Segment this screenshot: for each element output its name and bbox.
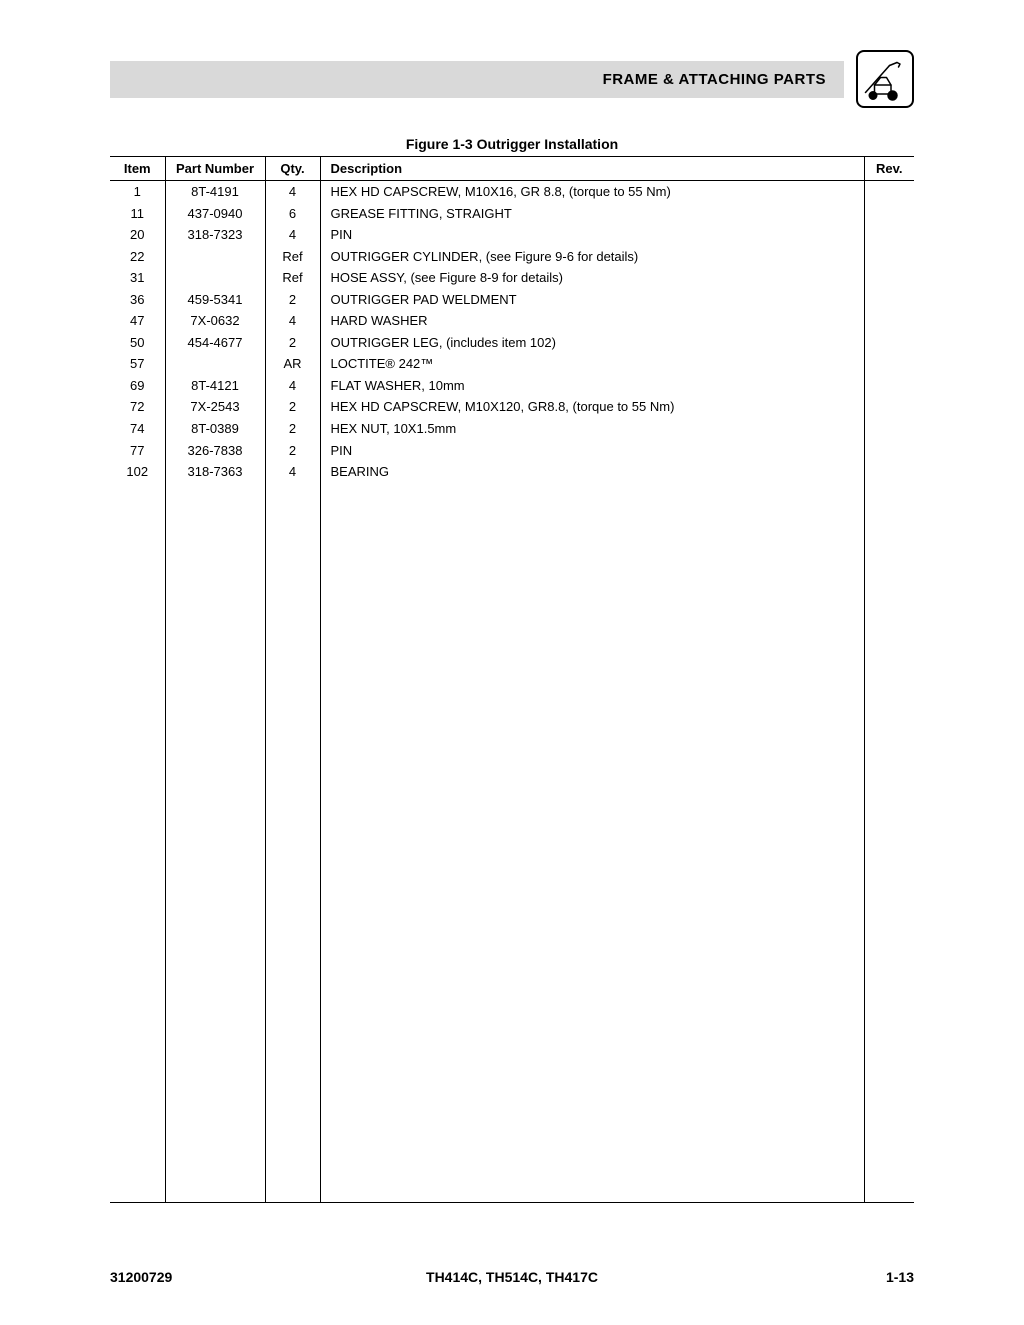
cell-part	[165, 246, 265, 268]
cell-part: 8T-0389	[165, 418, 265, 440]
cell-qty: Ref	[265, 246, 320, 268]
cell-desc: HOSE ASSY, (see Figure 8-9 for details)	[320, 267, 864, 289]
cell-part: 8T-4121	[165, 375, 265, 397]
cell-qty: 4	[265, 461, 320, 483]
cell-qty: 2	[265, 418, 320, 440]
cell-desc: HARD WASHER	[320, 310, 864, 332]
cell-part: 8T-4191	[165, 181, 265, 203]
cell-desc: PIN	[320, 440, 864, 462]
cell-part: 7X-2543	[165, 396, 265, 418]
cell-part: 318-7323	[165, 224, 265, 246]
cell-part	[165, 353, 265, 375]
col-header-rev: Rev.	[864, 157, 914, 181]
cell-part: 318-7363	[165, 461, 265, 483]
cell-rev	[864, 310, 914, 332]
cell-rev	[864, 375, 914, 397]
cell-item: 22	[110, 246, 165, 268]
section-title: FRAME & ATTACHING PARTS	[110, 61, 844, 98]
cell-qty: 4	[265, 375, 320, 397]
cell-item: 36	[110, 289, 165, 311]
page-footer: 31200729 TH414C, TH514C, TH417C 1-13	[110, 1269, 914, 1285]
cell-desc: LOCTITE® 242™	[320, 353, 864, 375]
cell-item: 31	[110, 267, 165, 289]
cell-item: 20	[110, 224, 165, 246]
table-filler-row	[110, 483, 914, 1203]
cell-desc: HEX HD CAPSCREW, M10X120, GR8.8, (torque…	[320, 396, 864, 418]
cell-part: 459-5341	[165, 289, 265, 311]
cell-desc: OUTRIGGER PAD WELDMENT	[320, 289, 864, 311]
cell-rev	[864, 332, 914, 354]
cell-desc: HEX NUT, 10X1.5mm	[320, 418, 864, 440]
cell-item: 50	[110, 332, 165, 354]
table-row: 698T-41214FLAT WASHER, 10mm	[110, 375, 914, 397]
table-row: 77326-78382PIN	[110, 440, 914, 462]
cell-item: 1	[110, 181, 165, 203]
table-row: 748T-03892HEX NUT, 10X1.5mm	[110, 418, 914, 440]
table-row: 20318-73234PIN	[110, 224, 914, 246]
cell-qty: 4	[265, 310, 320, 332]
cell-item: 69	[110, 375, 165, 397]
table-header-row: Item Part Number Qty. Description Rev.	[110, 157, 914, 181]
table-row: 102318-73634BEARING	[110, 461, 914, 483]
cell-item: 11	[110, 203, 165, 225]
cell-item: 72	[110, 396, 165, 418]
cell-rev	[864, 418, 914, 440]
cell-rev	[864, 181, 914, 203]
telehandler-icon	[856, 50, 914, 108]
cell-desc: OUTRIGGER CYLINDER, (see Figure 9-6 for …	[320, 246, 864, 268]
table-row: 57 ARLOCTITE® 242™	[110, 353, 914, 375]
parts-table: Item Part Number Qty. Description Rev. 1…	[110, 156, 914, 1203]
cell-part: 437-0940	[165, 203, 265, 225]
cell-item: 77	[110, 440, 165, 462]
table-row: 477X-06324HARD WASHER	[110, 310, 914, 332]
cell-rev	[864, 246, 914, 268]
table-row: 36459-53412OUTRIGGER PAD WELDMENT	[110, 289, 914, 311]
col-header-item: Item	[110, 157, 165, 181]
cell-qty: 2	[265, 332, 320, 354]
cell-desc: PIN	[320, 224, 864, 246]
cell-item: 102	[110, 461, 165, 483]
table-row: 727X-25432HEX HD CAPSCREW, M10X120, GR8.…	[110, 396, 914, 418]
cell-qty: Ref	[265, 267, 320, 289]
col-header-qty: Qty.	[265, 157, 320, 181]
cell-qty: 2	[265, 440, 320, 462]
cell-item: 57	[110, 353, 165, 375]
cell-qty: 4	[265, 181, 320, 203]
table-row: 31 RefHOSE ASSY, (see Figure 8-9 for deta…	[110, 267, 914, 289]
cell-desc: HEX HD CAPSCREW, M10X16, GR 8.8, (torque…	[320, 181, 864, 203]
cell-rev	[864, 440, 914, 462]
cell-desc: GREASE FITTING, STRAIGHT	[320, 203, 864, 225]
page-header: FRAME & ATTACHING PARTS	[110, 50, 914, 108]
cell-part: 454-4677	[165, 332, 265, 354]
cell-rev	[864, 289, 914, 311]
cell-part: 7X-0632	[165, 310, 265, 332]
cell-rev	[864, 353, 914, 375]
cell-qty: 2	[265, 396, 320, 418]
table-row: 50454-46772OUTRIGGER LEG, (includes item…	[110, 332, 914, 354]
cell-qty: AR	[265, 353, 320, 375]
cell-item: 47	[110, 310, 165, 332]
footer-center: TH414C, TH514C, TH417C	[110, 1269, 914, 1285]
cell-qty: 2	[265, 289, 320, 311]
cell-desc: OUTRIGGER LEG, (includes item 102)	[320, 332, 864, 354]
table-row: 11437-09406GREASE FITTING, STRAIGHT	[110, 203, 914, 225]
cell-rev	[864, 267, 914, 289]
cell-desc: BEARING	[320, 461, 864, 483]
table-row: 18T-41914HEX HD CAPSCREW, M10X16, GR 8.8…	[110, 181, 914, 203]
cell-part	[165, 267, 265, 289]
cell-rev	[864, 203, 914, 225]
cell-rev	[864, 224, 914, 246]
figure-title: Figure 1-3 Outrigger Installation	[110, 136, 914, 152]
cell-rev	[864, 461, 914, 483]
cell-part: 326-7838	[165, 440, 265, 462]
table-row: 22 RefOUTRIGGER CYLINDER, (see Figure 9-6…	[110, 246, 914, 268]
cell-item: 74	[110, 418, 165, 440]
cell-qty: 6	[265, 203, 320, 225]
cell-qty: 4	[265, 224, 320, 246]
cell-rev	[864, 396, 914, 418]
col-header-part: Part Number	[165, 157, 265, 181]
col-header-desc: Description	[320, 157, 864, 181]
cell-desc: FLAT WASHER, 10mm	[320, 375, 864, 397]
